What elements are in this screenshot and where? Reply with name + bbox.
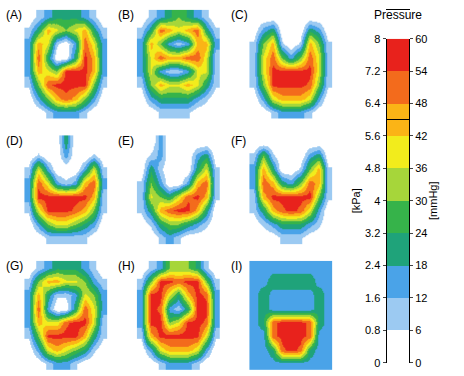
svg-text:24: 24 [415, 227, 427, 239]
svg-text:4: 4 [374, 195, 380, 207]
svg-text:1.6: 1.6 [365, 292, 380, 304]
svg-text:0: 0 [374, 357, 380, 369]
svg-text:(H): (H) [118, 259, 135, 273]
svg-text:6: 6 [415, 324, 421, 336]
svg-text:(F): (F) [231, 134, 246, 148]
svg-text:(G): (G) [6, 259, 23, 273]
svg-text:(C): (C) [231, 8, 248, 22]
svg-text:36: 36 [415, 162, 427, 174]
svg-text:2.4: 2.4 [365, 259, 380, 271]
svg-text:30: 30 [415, 195, 427, 207]
svg-text:(D): (D) [6, 134, 23, 148]
svg-text:18: 18 [415, 259, 427, 271]
svg-text:Pressure: Pressure [374, 8, 422, 22]
svg-text:54: 54 [415, 65, 427, 77]
svg-text:(I): (I) [231, 259, 242, 273]
svg-text:42: 42 [415, 130, 427, 142]
svg-text:(E): (E) [118, 134, 134, 148]
svg-text:4.8: 4.8 [365, 162, 380, 174]
svg-text:12: 12 [415, 292, 427, 304]
svg-text:7.2: 7.2 [365, 65, 380, 77]
svg-text:(B): (B) [118, 8, 134, 22]
svg-text:[mmHg]: [mmHg] [427, 181, 439, 220]
svg-text:48: 48 [415, 97, 427, 109]
svg-text:5.6: 5.6 [365, 130, 380, 142]
svg-text:0: 0 [415, 357, 421, 369]
svg-text:[kPa]: [kPa] [350, 188, 362, 213]
svg-text:8: 8 [374, 33, 380, 45]
svg-text:3.2: 3.2 [365, 227, 380, 239]
svg-text:(A): (A) [6, 8, 22, 22]
svg-text:0.8: 0.8 [365, 324, 380, 336]
svg-text:6.4: 6.4 [365, 97, 380, 109]
svg-text:60: 60 [415, 33, 427, 45]
